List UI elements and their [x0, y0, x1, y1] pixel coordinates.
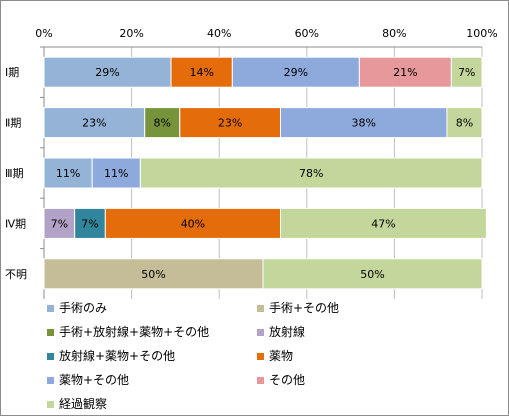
- x-tick-label: 40%: [207, 27, 231, 40]
- bars: 29% 14% 29% 21% 7% 23% 8% 23% 38% 8% 11% 11% 78% 7% 7%…: [43, 56, 487, 290]
- legend-label: 手術+放射線+薬物+その他: [59, 324, 209, 339]
- data-label: 7%: [51, 217, 68, 230]
- bar-segment: [170, 56, 233, 88]
- legend-swatch: [257, 377, 264, 384]
- data-label: 23%: [82, 117, 106, 130]
- bar-segment: [43, 258, 264, 290]
- legend-swatch: [257, 353, 264, 360]
- data-label: 8%: [456, 117, 473, 130]
- legend-label: その他: [269, 373, 305, 387]
- legend-swatch: [257, 305, 264, 312]
- bar-segment: [104, 207, 282, 239]
- legend-label: 放射線+薬物+その他: [59, 348, 175, 363]
- data-label: 11%: [104, 167, 128, 180]
- legend-label: 手術のみ: [59, 301, 107, 315]
- x-tick-label: 100%: [466, 27, 497, 40]
- legend-swatch: [257, 329, 264, 336]
- data-label: 11%: [56, 167, 80, 180]
- legend-label: 放射線: [269, 324, 305, 339]
- data-label: 29%: [95, 66, 119, 79]
- bar-segment: [280, 107, 448, 139]
- x-tick-label: 0%: [35, 27, 52, 40]
- data-label: 50%: [141, 268, 165, 281]
- data-label: 78%: [299, 167, 323, 180]
- category-label: Ⅰ期: [5, 66, 19, 79]
- x-tick-label: 20%: [119, 27, 143, 40]
- x-tick-label: 80%: [382, 27, 406, 40]
- data-label: 14%: [189, 66, 213, 79]
- category-label: Ⅱ期: [5, 117, 21, 130]
- data-label: 23%: [218, 117, 242, 130]
- bar-segment: [144, 107, 181, 139]
- bar-segment: [139, 157, 483, 189]
- bar-segment: [446, 107, 483, 139]
- data-label: 47%: [371, 217, 395, 230]
- bar-segment: [358, 56, 452, 88]
- bar-segment: [262, 258, 483, 290]
- legend-label: 手術+その他: [269, 301, 339, 315]
- data-label: 8%: [154, 117, 171, 130]
- data-label: 29%: [284, 66, 308, 79]
- category-label: Ⅲ期: [5, 167, 24, 180]
- legend-swatch: [47, 353, 54, 360]
- legend-swatch: [47, 305, 54, 312]
- data-label: 50%: [360, 268, 384, 281]
- data-label: 21%: [393, 66, 417, 79]
- x-axis-ticks: 0% 20% 40% 60% 80% 100%: [35, 27, 497, 40]
- x-tick-label: 60%: [295, 27, 319, 40]
- data-label: 38%: [352, 117, 376, 130]
- category-label: Ⅳ期: [5, 217, 26, 230]
- bar-segment: [43, 157, 93, 189]
- data-label: 7%: [458, 66, 475, 79]
- bar-segment: [450, 56, 483, 88]
- bar-segment: [43, 207, 76, 239]
- category-label: 不明: [5, 268, 27, 281]
- legend-label: 経過観察: [59, 397, 107, 411]
- bar-segment: [43, 107, 146, 139]
- legend-label: 薬物+その他: [59, 373, 129, 387]
- data-label: 40%: [181, 217, 205, 230]
- legend-swatch: [47, 377, 54, 384]
- bar-segment: [231, 56, 360, 88]
- legend-swatch: [47, 329, 54, 336]
- data-label: 7%: [81, 217, 98, 230]
- legend-label: 薬物: [269, 349, 293, 363]
- legend-swatch: [47, 401, 54, 408]
- bar-segment: [280, 207, 487, 239]
